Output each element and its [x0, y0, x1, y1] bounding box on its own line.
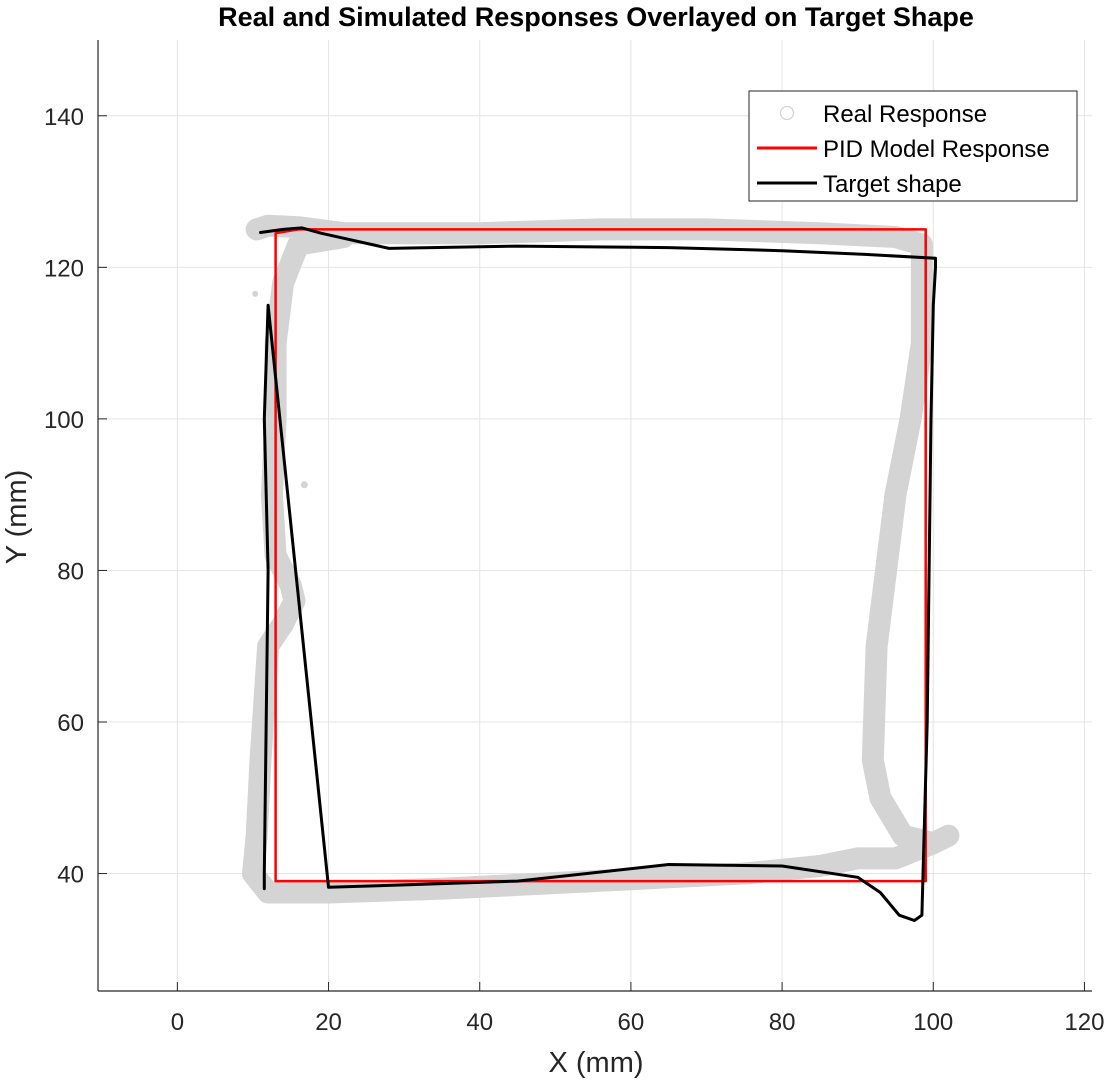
- series-layer: [242, 214, 960, 922]
- legend-label: Target shape: [823, 171, 962, 198]
- y-tick-label: 120: [44, 255, 84, 282]
- legend-item: Target shape: [757, 171, 962, 198]
- real-response-point: [300, 481, 308, 489]
- legend: Real Response PID Model Response Target sh…: [748, 90, 1078, 202]
- y-tick-label: 40: [57, 862, 84, 889]
- series-target-shape: [259, 226, 937, 922]
- x-tick-label: 20: [315, 1009, 342, 1036]
- real-response-trace: [242, 214, 960, 904]
- legend-item: PID Model Response: [757, 136, 1050, 163]
- series-pid-model-response: [274, 228, 927, 883]
- legend-label: PID Model Response: [823, 136, 1050, 163]
- y-axis-label: Y (mm): [1, 470, 33, 565]
- x-tick-label: 120: [1064, 1009, 1104, 1036]
- legend-marker: [779, 105, 795, 121]
- y-tick-label: 100: [44, 407, 84, 434]
- x-tick-label: 80: [769, 1009, 796, 1036]
- x-tick-label: 100: [913, 1009, 953, 1036]
- x-tick-label: 60: [618, 1009, 645, 1036]
- y-tick-label: 140: [44, 104, 84, 131]
- series-real-response: [242, 214, 960, 904]
- chart-title: Real and Simulated Responses Overlayed o…: [218, 2, 974, 32]
- y-tick-label: 80: [57, 558, 84, 585]
- x-tick-label: 40: [466, 1009, 493, 1036]
- x-axis-label: X (mm): [548, 1047, 643, 1079]
- legend-label: Real Response: [823, 101, 987, 128]
- legend-item: Real Response: [779, 101, 987, 128]
- axes: [97, 40, 1092, 992]
- tick-labels: 0 20 40 60 80 100 120 40 60 80 100 120 140: [44, 104, 1105, 1036]
- y-tick-label: 60: [57, 710, 84, 737]
- real-response-point: [252, 290, 259, 297]
- x-tick-label: 0: [171, 1009, 184, 1036]
